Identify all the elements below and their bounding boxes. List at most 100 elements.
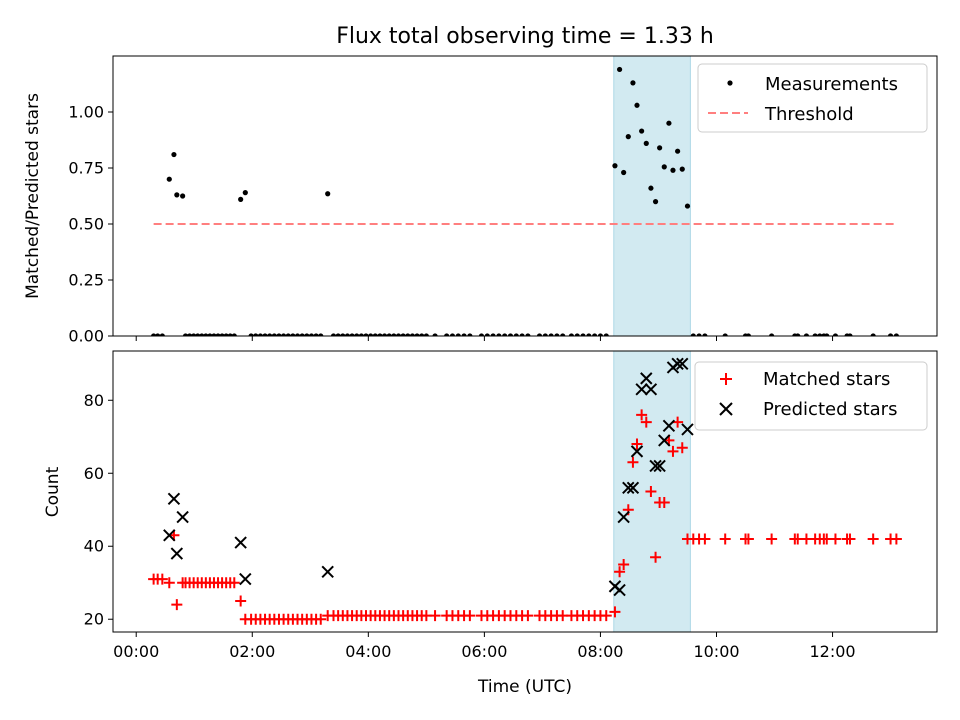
measurement-point <box>423 333 429 336</box>
measurement-point <box>151 333 157 336</box>
measurement-point <box>722 333 728 336</box>
measurement-point <box>643 140 649 146</box>
measurement-point <box>166 176 172 182</box>
measurement-point <box>621 169 627 176</box>
matched-star-point <box>650 551 662 563</box>
measurement-point <box>652 199 659 205</box>
matched-star-point <box>522 610 534 622</box>
measurement-point <box>696 333 702 336</box>
legend-predicted-label: Predicted stars <box>763 399 897 420</box>
bottom-axes-frame <box>112 350 938 633</box>
measurement-point <box>625 134 631 140</box>
predicted-star-point <box>630 445 644 458</box>
measurement-point <box>219 333 225 336</box>
measurement-point <box>661 164 667 170</box>
matched-star-point <box>890 533 902 545</box>
highlight-span <box>613 56 691 336</box>
matched-star-point <box>315 613 327 625</box>
measurement-point <box>745 333 752 336</box>
measurement-point <box>449 333 456 336</box>
predicted-star-point <box>170 547 184 560</box>
bottom-legend: Matched stars Predicted stars <box>694 361 928 431</box>
measurement-point <box>174 192 180 198</box>
measurement-point <box>568 333 575 336</box>
measurement-point <box>580 333 586 336</box>
measurement-point <box>304 333 310 336</box>
measurement-point <box>817 333 823 336</box>
y-tick-label: 20 <box>84 610 104 629</box>
measurement-point <box>639 128 645 134</box>
predicted-star-point <box>681 423 694 436</box>
measurement-point <box>155 333 161 336</box>
measurement-point <box>207 333 213 336</box>
predicted-star-point <box>167 492 181 506</box>
measurement-point <box>675 148 681 154</box>
predicted-star-point <box>658 434 671 447</box>
x-tick-label: 00:00 <box>113 642 159 661</box>
measurement-point <box>630 80 636 86</box>
measurement-point <box>400 333 406 336</box>
y-tick-label: 0.75 <box>68 159 104 178</box>
measurement-point <box>586 333 592 336</box>
predicted-star-point <box>626 481 640 495</box>
top-legend: Measurements Threshold <box>697 63 928 133</box>
measurement-point <box>262 333 268 336</box>
measurement-point <box>215 333 221 336</box>
measurement-point <box>616 66 623 73</box>
measurement-point <box>223 333 229 336</box>
predicted-star-point <box>671 357 684 370</box>
matched-star-point <box>609 606 621 618</box>
matched-star-point <box>636 409 648 421</box>
measurement-point <box>554 333 560 336</box>
measurement-point <box>525 333 531 336</box>
measurement-point <box>803 333 810 336</box>
matched-star-point <box>844 533 856 545</box>
x-tick-label: 02:00 <box>229 642 275 661</box>
measurement-point <box>690 333 696 336</box>
bottom-y-axis-label: Count <box>43 466 63 517</box>
measurement-point <box>769 333 775 336</box>
matched-star-point <box>627 456 639 468</box>
matched-star-point <box>645 486 657 497</box>
matched-star-point <box>429 610 441 622</box>
top-legend-box <box>697 63 928 133</box>
matched-star-point <box>719 533 731 545</box>
measurement-point <box>702 333 708 336</box>
matched-star-point <box>742 533 754 545</box>
measurement-point <box>795 333 801 336</box>
matched-star-point <box>228 577 240 589</box>
matched-star-point <box>829 533 841 545</box>
measurement-point <box>294 333 301 336</box>
matched-star-point <box>163 577 175 589</box>
measurement-point <box>248 333 254 336</box>
measurement-point <box>461 333 467 336</box>
measurement-point <box>227 333 233 336</box>
matched-star-point <box>676 442 688 454</box>
bottom-legend-box <box>694 361 928 431</box>
measurement-point <box>548 333 554 336</box>
measurement-point <box>574 333 580 336</box>
measurement-point <box>597 333 604 336</box>
matched-star-point <box>631 438 643 450</box>
measurement-point <box>358 333 364 336</box>
measurement-point <box>444 333 450 336</box>
predicted-star-point <box>640 372 653 385</box>
measurement-point <box>349 333 355 336</box>
measurement-point <box>182 333 189 336</box>
measurement-point <box>679 166 685 172</box>
top-y-axis-label: Matched/Predicted stars <box>23 93 43 299</box>
y-tick-label: 60 <box>84 464 104 483</box>
predicted-star-point <box>163 529 176 542</box>
measurement-point <box>847 333 853 336</box>
chart-title: Flux total observing time = 1.33 h <box>336 24 714 49</box>
measurement-point <box>211 333 217 336</box>
measurement-point <box>253 333 259 336</box>
measurement-point <box>242 190 248 196</box>
measurement-point <box>419 333 425 336</box>
measurement-point <box>267 333 273 336</box>
matched-star-point <box>618 558 630 570</box>
measurement-point <box>391 333 397 336</box>
measurement-point <box>812 333 818 336</box>
measurement-point <box>271 333 277 336</box>
x-tick-label: 12:00 <box>809 642 855 661</box>
